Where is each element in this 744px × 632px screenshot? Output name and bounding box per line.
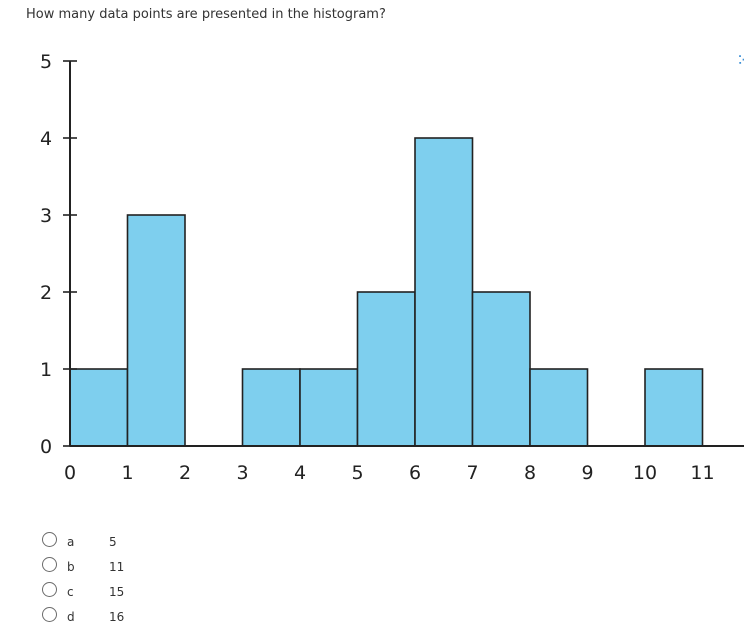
chart-axes xyxy=(63,60,744,447)
y-tick-labels: 0 1 2 3 4 5 xyxy=(40,51,52,458)
histogram-chart: 0 1 2 3 4 5 6 7 8 9 10 11 0 1 2 3 4 5 xyxy=(40,51,744,484)
y-tick-label: 0 xyxy=(40,436,52,458)
x-tick-label: 9 xyxy=(581,462,593,484)
histogram-bar xyxy=(241,368,301,447)
histogram-bar xyxy=(529,368,589,447)
radio-button[interactable] xyxy=(42,557,57,572)
x-tick-label: 0 xyxy=(64,462,76,484)
x-tick-label: 4 xyxy=(294,462,306,484)
option-letter: c xyxy=(67,585,74,599)
histogram-bar xyxy=(356,291,416,447)
option-value: 15 xyxy=(109,585,125,599)
x-tick-label: 3 xyxy=(236,462,248,484)
x-tick-label: 1 xyxy=(121,462,133,484)
radio-button[interactable] xyxy=(42,582,57,597)
option-c[interactable]: c 15 xyxy=(42,582,202,604)
x-tick-label: 11 xyxy=(690,462,714,484)
option-value: 11 xyxy=(109,560,125,574)
histogram-bar xyxy=(69,368,129,447)
option-a[interactable]: a 5 xyxy=(42,532,202,554)
option-letter: d xyxy=(67,610,75,624)
option-b[interactable]: b 11 xyxy=(42,557,202,579)
y-tick-label: 3 xyxy=(40,205,52,227)
drag-handle-icon[interactable]: ⁙ xyxy=(736,50,744,71)
x-tick-labels: 0 1 2 3 4 5 6 7 8 9 10 11 xyxy=(64,462,715,484)
question-text: How many data points are presented in th… xyxy=(26,7,386,22)
histogram-bar xyxy=(299,368,359,447)
histogram-bars xyxy=(69,137,704,447)
option-letter: a xyxy=(67,535,75,549)
x-tick-label: 8 xyxy=(524,462,536,484)
x-tick-label: 6 xyxy=(409,462,421,484)
option-d[interactable]: d 16 xyxy=(42,607,202,629)
y-tick-label: 2 xyxy=(40,282,52,304)
radio-button[interactable] xyxy=(42,607,57,622)
option-value: 5 xyxy=(109,535,117,549)
histogram-bar xyxy=(126,214,186,447)
histogram-bar xyxy=(471,291,531,447)
x-tick-label: 7 xyxy=(466,462,478,484)
x-tick-label: 2 xyxy=(179,462,191,484)
histogram-bar xyxy=(414,137,474,447)
x-tick-label: 10 xyxy=(633,462,657,484)
x-tick-label: 5 xyxy=(351,462,363,484)
radio-button[interactable] xyxy=(42,532,57,547)
y-tick-label: 4 xyxy=(40,128,52,150)
option-value: 16 xyxy=(109,610,125,624)
option-letter: b xyxy=(67,560,75,574)
histogram-bar xyxy=(644,368,704,447)
y-tick-label: 1 xyxy=(40,359,52,381)
y-tick-label: 5 xyxy=(40,51,52,73)
